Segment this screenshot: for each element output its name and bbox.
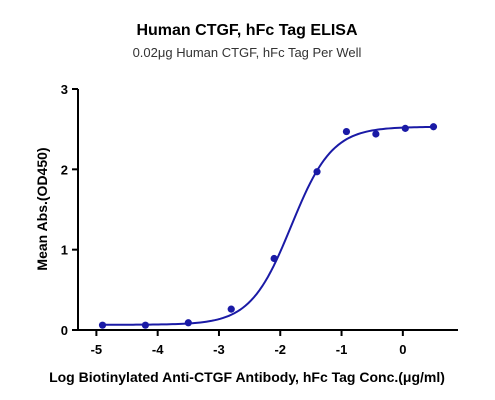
data-point	[313, 168, 321, 176]
x-tick-label: -3	[213, 342, 225, 357]
data-point	[141, 321, 150, 329]
chart-subtitle: 0.02μg Human CTGF, hFc Tag Per Well	[133, 45, 362, 60]
data-point	[372, 130, 380, 138]
x-tick-label: -1	[336, 342, 348, 357]
data-point	[401, 124, 409, 132]
data-point	[342, 127, 351, 136]
y-tick-label: 1	[61, 243, 68, 258]
fit-curve	[99, 125, 437, 326]
y-tick-label: 2	[61, 162, 68, 177]
chart-title: Human CTGF, hFc Tag ELISA	[136, 22, 357, 39]
plot-area: 0 1 2 3 -5 -4 -3 -2 -1 0	[61, 82, 458, 357]
x-tick-label: -2	[274, 342, 286, 357]
data-point	[98, 321, 107, 329]
y-tick-label: 0	[61, 323, 68, 338]
x-tick-label: -5	[91, 342, 103, 357]
x-axis-label: Log Biotinylated Anti-CTGF Antibody, hFc…	[49, 369, 445, 385]
y-axis-label: Mean Abs.(OD450)	[34, 147, 50, 270]
x-tick-label: 0	[399, 342, 406, 357]
data-point	[184, 319, 192, 327]
x-tick-label: -4	[152, 342, 164, 357]
data-point	[270, 254, 278, 263]
data-point	[429, 123, 438, 131]
data-point	[227, 305, 235, 313]
y-tick-label: 3	[61, 82, 68, 97]
